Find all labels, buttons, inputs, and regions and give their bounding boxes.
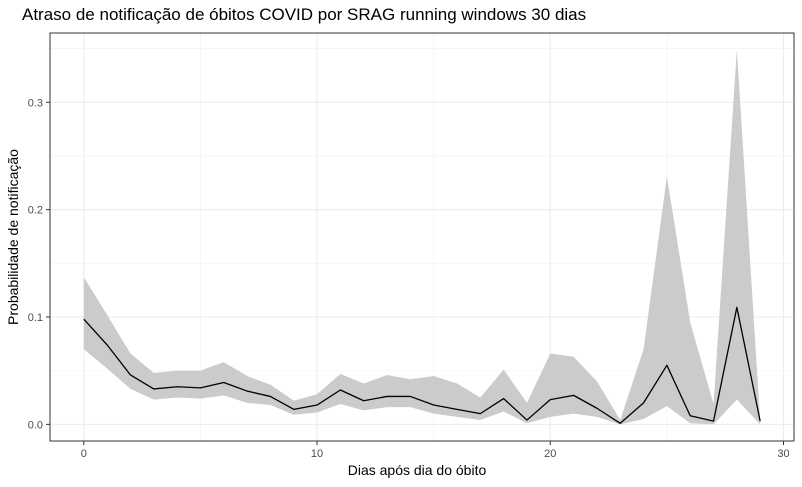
data-point [152,387,156,391]
data-point [478,412,482,416]
data-point [502,397,506,401]
data-point [712,419,716,423]
y-tick-label: 0.0 [28,419,43,431]
data-point [525,418,529,422]
data-point [105,343,109,347]
data-point [338,388,342,392]
y-tick-label: 0.3 [28,97,43,109]
data-point [128,373,132,377]
data-point [292,407,296,411]
data-point [572,393,576,397]
data-point [665,363,669,367]
data-point [245,389,249,393]
x-tick-label: 10 [311,448,323,460]
data-point [688,414,692,418]
data-point [735,305,739,309]
data-point [455,407,459,411]
data-point [268,394,272,398]
data-point [618,421,622,425]
data-point [222,380,226,384]
x-tick-label: 0 [81,448,87,460]
data-point [175,385,179,389]
data-point [362,399,366,403]
data-point [315,403,319,407]
data-point [82,317,86,321]
series-line [83,306,761,424]
data-point [198,386,202,390]
data-point [432,403,436,407]
x-tick-label: 30 [777,448,789,460]
y-tick-label: 0.1 [28,312,43,324]
data-point [385,394,389,398]
x-tick-label: 20 [544,448,556,460]
data-point [758,419,762,423]
y-axis-title: Probabilidade de notificação [5,149,21,325]
data-point [408,394,412,398]
chart-title: Atraso de notificação de óbitos COVID po… [22,5,586,24]
plot-panel-border [49,32,795,442]
data-point [595,406,599,410]
y-tick-label: 0.2 [28,205,43,217]
data-point [548,398,552,402]
x-axis-title: Dias após dia do óbito [348,462,487,478]
data-point [642,401,646,405]
x-axis: 0 10 20 30 [81,441,790,460]
y-axis: 0.0 0.1 0.2 0.3 [28,97,50,431]
